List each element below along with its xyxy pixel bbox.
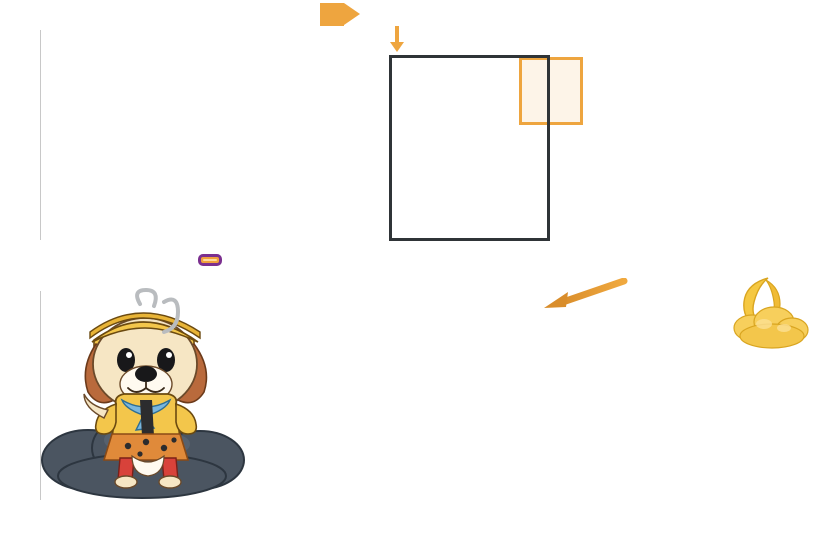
buy-point-banner [320, 3, 360, 26]
top-plot-area [40, 30, 795, 240]
orange-highlight-box [519, 57, 583, 125]
bottom-ma-panel [0, 285, 813, 539]
top-candlestick-panel [0, 0, 813, 250]
banner-arrow-stem [395, 26, 399, 46]
caption-box [198, 254, 222, 266]
banner-arrow-tip [344, 3, 360, 25]
moon-and-cloud-illustration [733, 277, 809, 349]
caption-pointer-arrow-icon [544, 278, 628, 308]
bottom-plot-area [40, 291, 795, 500]
caption-inner-border [203, 259, 217, 261]
black-highlight-box [389, 55, 550, 241]
banner-arrow-head-icon [390, 42, 404, 52]
dog-mascot-illustration [41, 288, 245, 499]
